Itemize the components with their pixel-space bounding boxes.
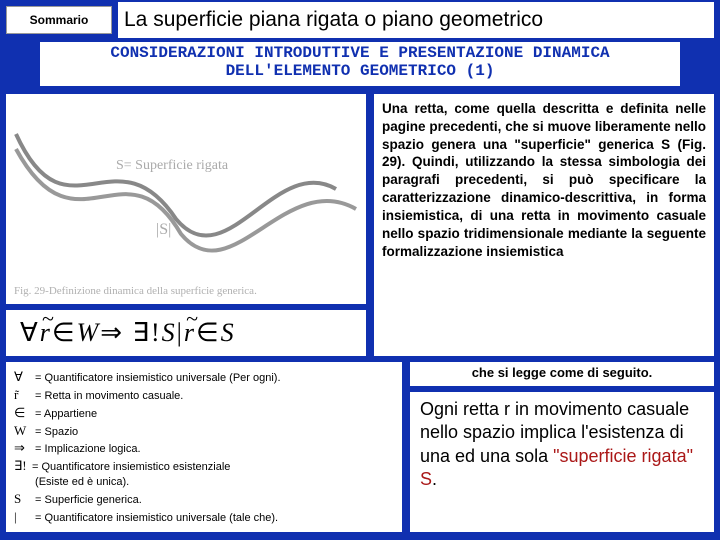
reads-text: che si legge come di seguito. [472,365,653,380]
reads-panel: che si legge come di seguito. [410,362,714,386]
sym-r: r [40,318,52,348]
title-text: La superficie piana rigata o piano geome… [124,8,543,32]
sommario-label: Sommario [30,13,89,27]
sym-forall: ∀ [20,318,40,348]
legend-text: = Retta in movimento casuale. [32,390,183,402]
legend-panel: ∀ = Quantificatore insiemistico universa… [6,362,402,532]
subtitle: CONSIDERAZIONI INTRODUTTIVE E PRESENTAZI… [40,42,680,86]
legend-text: = Quantificatore insiemistico universale… [32,512,278,524]
sym-exists: ∃! [133,318,162,348]
legend-row: W = Spazio [14,422,394,440]
legend-symbol: W [14,422,32,440]
legend-symbol: ∃! [14,457,32,475]
paragraph-text: Una retta, come quella descritta e defin… [382,101,706,259]
legend-symbol: S [14,490,32,508]
legend-text: = Spazio [32,426,78,438]
legend-text: = Appartiene [32,408,97,420]
legend-text: = Superficie generica. [32,494,142,506]
legend-row: ∈ = Appartiene [14,404,394,422]
legend-row: r̃ = Retta in movimento casuale. [14,386,394,404]
legend-text: = Implicazione logica. [32,443,141,455]
sym-bar: | [177,318,184,348]
sym-s2: S [221,318,236,348]
subtitle-line2: DELL'ELEMENTO GEOMETRICO (1) [226,62,495,80]
sym-r2: r [184,318,196,348]
figure-svg: S= Superficie rigata |S| Fig. 29-Definiz… [6,94,366,304]
conclusion-panel: Ogni retta r in movimento casuale nello … [410,392,714,532]
sym-s: S [162,318,177,348]
legend-row: ∀ = Quantificatore insiemistico universa… [14,368,394,386]
conclusion-part2: . [432,469,437,489]
legend-text: = Quantificatore insiemistico esistenzia… [32,461,230,473]
legend-row: (Esiste ed è unica). [14,475,394,490]
legend-row: | = Quantificatore insiemistico universa… [14,508,394,526]
fig-label-s: S= Superficie rigata [116,158,229,173]
legend-text: = Quantificatore insiemistico universale… [32,372,281,384]
legend-row: S = Superficie generica. [14,490,394,508]
legend-row: ∃!= Quantificatore insiemistico esistenz… [14,457,394,475]
legend-text: (Esiste ed è unica). [32,476,129,488]
legend-symbol: ∈ [14,404,32,422]
legend-symbol: ∀ [14,368,32,386]
sym-w: W [77,318,101,348]
sym-implies: ⇒ [100,318,124,348]
legend-symbol: ⇒ [14,439,32,457]
sommario-button[interactable]: Sommario [6,6,112,34]
paragraph-panel: Una retta, come quella descritta e defin… [374,94,714,356]
page-title: La superficie piana rigata o piano geome… [118,2,714,38]
fig-label-s-letter: |S| [156,221,171,238]
subtitle-line1: CONSIDERAZIONI INTRODUTTIVE E PRESENTAZI… [110,44,609,62]
curve-1 [16,134,336,236]
formula-panel: ∀ r ∈ W ⇒ ∃! S | r ∈ S [6,310,366,356]
figure-panel: S= Superficie rigata |S| Fig. 29-Definiz… [6,94,366,304]
legend-row: ⇒ = Implicazione logica. [14,439,394,457]
fig-caption: Fig. 29-Definizione dinamica della super… [14,285,257,297]
slide: Sommario La superficie piana rigata o pi… [0,0,720,540]
legend-symbol: | [14,508,32,526]
legend-symbol: r̃ [14,386,32,404]
